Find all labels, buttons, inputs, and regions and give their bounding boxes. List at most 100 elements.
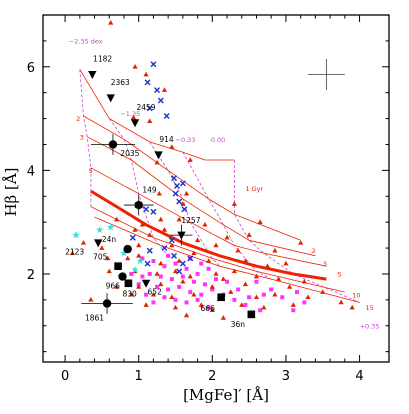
point-label-966: 966 [106,281,121,290]
point-label-2035: 2035 [120,149,139,158]
red-triangle-point [172,304,179,310]
model-age-label: 15 [365,304,373,312]
point-652 [141,279,151,288]
red-triangle-point [172,268,179,274]
red-triangle-point [183,190,190,196]
red-triangle-point [156,190,162,196]
point-label-666: 666 [201,304,216,313]
point-label-36n: 36n [231,320,246,329]
model-metallicity-line [149,141,220,267]
red-triangle-point [132,63,138,69]
red-triangle-point [169,144,175,149]
red-triangle-point [139,221,145,227]
red-triangle-point [154,271,160,276]
red-triangle-point [158,281,164,287]
red-triangle-point [80,240,87,245]
magenta-square-point [151,300,156,305]
magenta-square-point [144,292,149,297]
blue-cross-point [179,180,186,187]
magenta-square-point [206,305,211,310]
model-age-line-bold [90,189,327,281]
red-triangle-point [69,250,76,256]
red-triangle-point [239,302,245,307]
model-age-line [90,206,345,293]
blue-cross-point [144,260,151,267]
blue-cross-point [150,61,157,68]
y-tick-label: 4 [27,164,35,179]
x-tick-label: 4 [355,369,363,384]
point-label-2459: 2459 [136,103,155,112]
blue-cross-point [143,206,150,213]
blue-cross-point [187,255,194,262]
y-tick-label: 6 [27,61,35,76]
blue-cross-point [168,237,175,244]
model-metallicity-label: 0.00 [211,136,225,144]
red-triangle-point [224,234,230,240]
red-triangle-point [272,247,278,253]
blue-cross-point [146,247,153,254]
point-2035 [108,140,118,149]
blue-cross-point [129,234,136,241]
red-triangle-point [194,237,201,243]
model-age-line [90,167,327,267]
blue-cross-point [150,208,157,215]
model-age-line [94,216,360,303]
point-914 [154,151,163,160]
red-triangle-point [136,242,142,248]
magenta-square-point [236,287,241,292]
magenta-square-point [169,277,174,282]
x-tick-label: 0 [61,369,69,384]
red-triangle-point [161,87,168,92]
red-triangle-point [128,291,134,297]
red-triangle-point [213,242,219,248]
blue-cross-point [154,87,161,94]
blue-cross-point [176,268,183,275]
point-705 [114,262,122,270]
red-triangle-point [283,260,289,266]
red-triangle-point [150,291,157,297]
point-label-149: 149 [142,186,157,195]
magenta-square-point [199,292,204,297]
point-label-914: 914 [159,135,174,144]
red-triangle-point [154,159,160,165]
cyan-star-point [106,223,115,231]
cyan-star-point [136,257,144,265]
red-triangle-point [187,157,193,162]
point-36n [247,310,256,319]
red-triangle-point [180,278,186,284]
point-label-24n: 24n [102,235,117,244]
point-2459 [130,119,140,128]
red-triangle-point [220,315,226,320]
point-label-1182: 1182 [93,55,112,64]
point-2123 [94,239,103,248]
point-label-2363: 2363 [111,78,130,87]
red-triangle-point [198,302,204,307]
model-metallicity-label: −0.33 [176,136,196,144]
red-triangle-point [136,284,142,289]
magenta-square-point [162,295,167,300]
magenta-square-point [140,274,145,279]
model-age-line [87,136,316,257]
point-label-830: 830 [123,290,138,299]
red-triangle-point [176,216,182,222]
model-age-label: 3 [323,260,327,268]
red-triangle-point [99,245,105,250]
x-tick-label: 1 [135,369,143,384]
red-triangle-point [301,278,307,284]
x-tick-label: 3 [282,369,290,384]
red-triangle-point [143,302,149,307]
magenta-square-point [261,292,266,297]
blue-cross-point [173,182,180,189]
magenta-square-point [162,264,167,269]
red-triangle-point [305,294,311,300]
red-triangle-point [108,19,114,25]
magenta-square-point [166,253,171,258]
red-triangle-point [158,216,164,222]
blue-cross-point [172,190,179,197]
model-age-label: 3 [80,133,84,141]
red-triangle-point [143,71,149,77]
cyan-star-point [120,249,128,257]
magenta-square-point [206,266,211,271]
